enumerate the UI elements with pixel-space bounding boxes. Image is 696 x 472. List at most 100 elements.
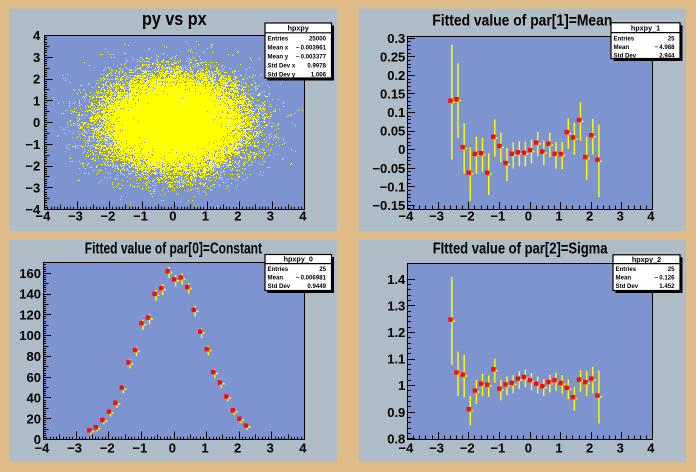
svg-text:0: 0 [169, 440, 176, 455]
svg-text:Std Dev x: Std Dev x [268, 62, 296, 69]
svg-text:−4: −4 [35, 209, 51, 224]
svg-text:Fitted value of par[1]=Mean: Fitted value of par[1]=Mean [432, 13, 612, 30]
svg-text:1: 1 [201, 440, 208, 455]
svg-text:−4: −4 [34, 440, 50, 455]
svg-text:−1: −1 [133, 209, 148, 224]
svg-text:3: 3 [33, 50, 40, 65]
svg-text:4: 4 [299, 209, 307, 224]
svg-text:Fitted value of par[0]=Constan: Fitted value of par[0]=Constant [85, 241, 262, 258]
svg-text:− 0.006981: − 0.006981 [296, 274, 327, 281]
svg-text:0: 0 [169, 209, 176, 224]
svg-text:Entries: Entries [614, 35, 635, 42]
svg-text:Std Dev: Std Dev [268, 283, 291, 290]
svg-text:py vs px: py vs px [142, 8, 207, 29]
svg-text:0.8: 0.8 [387, 431, 405, 446]
svg-text:−3: −3 [429, 209, 444, 224]
svg-text:hpxpy_1: hpxpy_1 [631, 23, 660, 32]
svg-text:2: 2 [234, 440, 241, 455]
svg-text:1.452: 1.452 [659, 283, 675, 290]
svg-text:3: 3 [617, 209, 624, 224]
svg-text:2: 2 [234, 209, 241, 224]
svg-text:−0.05: −0.05 [372, 161, 405, 176]
svg-text:−2: −2 [460, 209, 475, 224]
svg-text:1.2: 1.2 [387, 325, 405, 340]
svg-text:0.9978: 0.9978 [307, 62, 326, 69]
svg-text:−1: −1 [490, 209, 505, 224]
svg-text:−0.1: −0.1 [380, 179, 406, 194]
svg-text:4: 4 [647, 440, 655, 455]
svg-text:hpxpy_0: hpxpy_0 [284, 255, 313, 264]
svg-text:−4: −4 [25, 202, 41, 217]
svg-text:4: 4 [299, 440, 307, 455]
svg-text:0: 0 [33, 115, 40, 130]
svg-text:−3: −3 [68, 209, 83, 224]
svg-text:Entries: Entries [268, 266, 289, 273]
svg-text:−3: −3 [25, 180, 40, 195]
svg-text:Entries: Entries [616, 266, 637, 273]
svg-text:0.2: 0.2 [387, 68, 405, 83]
svg-text:0.9449: 0.9449 [307, 283, 326, 290]
svg-text:140: 140 [19, 287, 41, 302]
svg-text:Std Dev y: Std Dev y [268, 71, 296, 78]
svg-text:1.006: 1.006 [311, 71, 327, 78]
svg-text:0: 0 [398, 142, 405, 157]
svg-text:2: 2 [33, 72, 40, 87]
svg-text:1: 1 [555, 209, 562, 224]
svg-text:3: 3 [267, 209, 274, 224]
svg-text:0.1: 0.1 [387, 105, 405, 120]
svg-text:0.25: 0.25 [380, 49, 405, 64]
svg-text:0: 0 [34, 432, 41, 447]
svg-text:25000: 25000 [309, 35, 327, 42]
svg-text:100: 100 [19, 328, 41, 343]
svg-text:25: 25 [319, 266, 326, 273]
svg-text:−1: −1 [132, 440, 147, 455]
svg-text:Entries: Entries [268, 35, 289, 42]
svg-text:Std Dev: Std Dev [614, 52, 637, 59]
svg-text:− 0.126: − 0.126 [654, 275, 675, 282]
svg-text:−3: −3 [429, 440, 444, 455]
svg-text:0.15: 0.15 [380, 87, 405, 102]
svg-text:Mean: Mean [614, 44, 630, 51]
svg-text:− 4.988: − 4.988 [654, 44, 675, 51]
svg-text:120: 120 [19, 307, 41, 322]
svg-text:Mean y: Mean y [268, 53, 289, 60]
svg-text:60: 60 [27, 370, 41, 385]
svg-text:Std Dev: Std Dev [616, 283, 639, 290]
svg-text:80: 80 [27, 349, 41, 364]
svg-text:−1: −1 [25, 137, 40, 152]
svg-text:2.944: 2.944 [659, 52, 675, 59]
svg-text:1.1: 1.1 [387, 352, 405, 367]
svg-text:Mean: Mean [616, 275, 632, 282]
svg-text:0: 0 [525, 440, 532, 455]
svg-text:1: 1 [202, 209, 209, 224]
svg-text:20: 20 [27, 411, 41, 426]
svg-text:25: 25 [668, 35, 675, 42]
svg-text:−3: −3 [67, 440, 82, 455]
svg-text:FItted value of par[2]=Sigma: FItted value of par[2]=Sigma [433, 241, 608, 258]
svg-text:0: 0 [525, 209, 532, 224]
svg-text:−4: −4 [398, 440, 414, 455]
svg-text:1: 1 [555, 440, 562, 455]
svg-text:160: 160 [19, 266, 41, 281]
svg-text:1: 1 [398, 378, 405, 393]
svg-text:1: 1 [33, 93, 40, 108]
svg-text:− 0.003961: − 0.003961 [296, 44, 327, 51]
svg-text:Mean x: Mean x [268, 44, 289, 51]
svg-text:4: 4 [33, 28, 41, 43]
svg-text:2: 2 [586, 440, 593, 455]
svg-text:hpxpy: hpxpy [288, 24, 309, 33]
svg-text:hpxpy_2: hpxpy_2 [632, 255, 661, 264]
svg-text:0.3: 0.3 [387, 31, 405, 46]
svg-text:0.9: 0.9 [387, 405, 405, 420]
svg-text:−2: −2 [460, 440, 475, 455]
svg-text:4: 4 [647, 209, 655, 224]
svg-text:−0.15: −0.15 [372, 198, 405, 213]
svg-text:3: 3 [617, 440, 624, 455]
svg-text:−2: −2 [100, 209, 115, 224]
svg-text:−2: −2 [100, 440, 115, 455]
svg-text:3: 3 [267, 440, 274, 455]
svg-text:Mean: Mean [268, 274, 284, 281]
svg-text:25: 25 [668, 266, 675, 273]
svg-text:−2: −2 [25, 159, 40, 174]
svg-text:1.4: 1.4 [387, 272, 406, 287]
